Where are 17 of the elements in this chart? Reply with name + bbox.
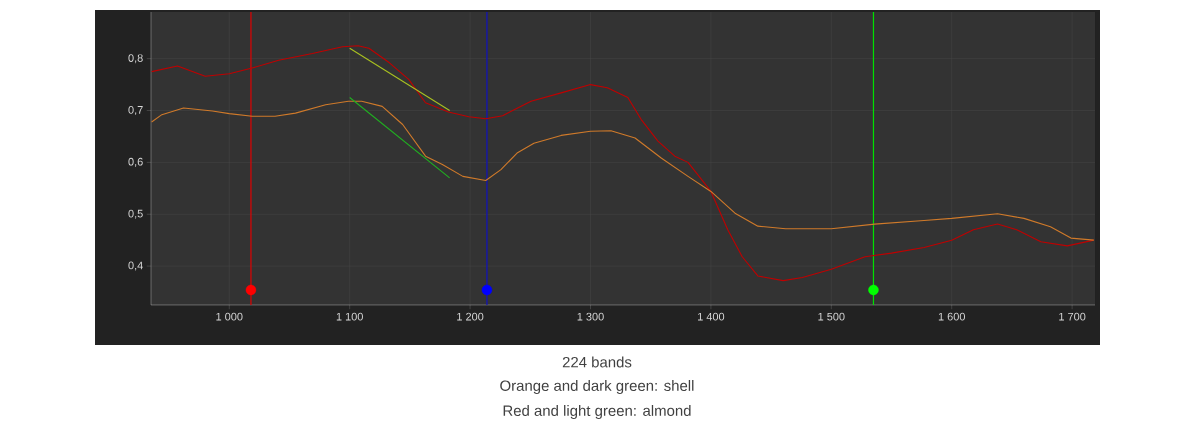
x-tick-label: 1 000 [216,312,243,321]
x-tick-label: 1 600 [938,312,965,321]
y-tick-label: 0,4 [128,261,143,271]
x-tick-label: 1 700 [1059,312,1086,321]
x-tick-label: 1 500 [818,312,845,321]
text: Red and light green: almond [503,405,691,419]
text: 224 bands [562,356,632,368]
x-tick-label: 1 300 [577,312,604,321]
x-tick-label: 1 200 [457,312,484,321]
y-tick-label: 0,7 [128,106,143,116]
line-series [151,100,1095,241]
y-tick-label: 0,5 [128,209,143,219]
x-tick-label: 1 100 [336,312,363,321]
y-tick-label: 0,8 [128,54,143,64]
x-tick-label: 1 400 [698,312,725,321]
text: Orange and dark green: shell [500,380,694,394]
y-tick-label: 0,6 [128,157,143,167]
